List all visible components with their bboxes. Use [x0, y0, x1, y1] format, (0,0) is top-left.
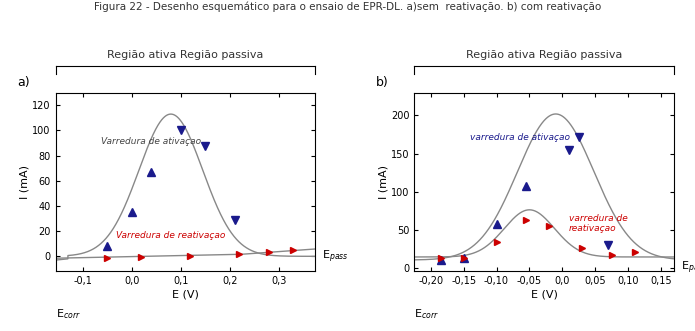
X-axis label: E (V): E (V) [531, 289, 557, 299]
Text: Figura 22 - Desenho esquemático para o ensaio de EPR-DL. a)sem  reativação. b) c: Figura 22 - Desenho esquemático para o e… [94, 2, 601, 12]
Y-axis label: I (mA): I (mA) [19, 165, 29, 199]
Text: a): a) [17, 76, 30, 89]
Text: varredura de
reativaçao: varredura de reativaçao [569, 214, 628, 233]
Text: b): b) [376, 76, 389, 89]
Y-axis label: I (mA): I (mA) [378, 165, 388, 199]
Text: varredura de ativaçao: varredura de ativaçao [470, 133, 569, 142]
Text: Varredura de reativaçao: Varredura de reativaçao [116, 231, 225, 240]
Text: Varredura de ativaçao: Varredura de ativaçao [101, 137, 202, 146]
Text: E$_{corr}$: E$_{corr}$ [414, 307, 439, 321]
Text: E$_{corr}$: E$_{corr}$ [56, 307, 81, 321]
Text: Região ativa Região passiva: Região ativa Região passiva [466, 50, 623, 60]
Text: E$_{pass}$: E$_{pass}$ [322, 248, 349, 264]
Text: Região ativa Região passiva: Região ativa Região passiva [107, 50, 263, 60]
X-axis label: E (V): E (V) [172, 289, 199, 299]
Text: E$_{pass}$: E$_{pass}$ [681, 260, 695, 276]
